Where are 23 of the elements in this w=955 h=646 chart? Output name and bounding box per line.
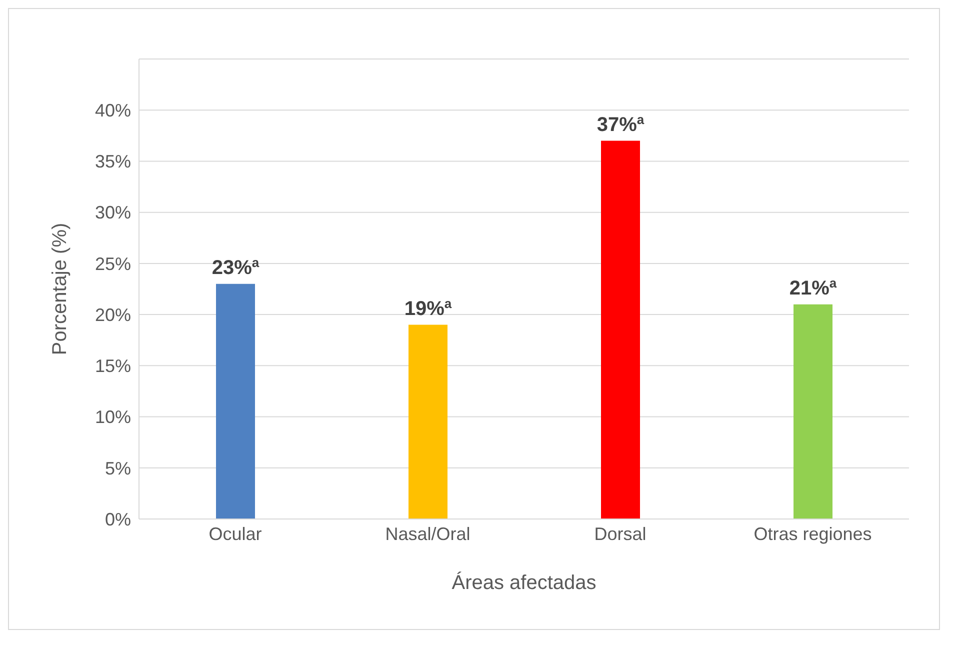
bar: [601, 140, 640, 519]
y-tick-label: 10%: [94, 407, 131, 428]
data-label: 21%$^{a}$: [789, 274, 838, 300]
y-tick-label: 20%: [94, 304, 131, 325]
y-tick-label: 40%: [94, 100, 131, 120]
bar: [408, 324, 448, 519]
y-tick-label: 35%: [94, 152, 131, 172]
x-tick-label: Otras regiones: [754, 524, 872, 544]
x-tick-label: Dorsal: [594, 524, 646, 544]
y-tick-label: 25%: [94, 254, 131, 274]
x-axis-title: Áreas afectadas: [452, 571, 596, 594]
data-label: 19%$^{a}$: [404, 295, 452, 320]
y-axis-title: Porcentaje (%): [49, 222, 72, 356]
data-label: 37%$^{a}$: [596, 111, 645, 136]
y-tick-label: 15%: [94, 356, 131, 376]
y-tick-label: 5%: [104, 458, 131, 478]
x-tick-label: Ocular: [208, 524, 262, 544]
bar: [216, 284, 255, 519]
y-tick-label: 0%: [104, 509, 131, 530]
y-tick-label: 30%: [94, 202, 131, 223]
bar: [794, 304, 832, 519]
data-label: 23%$^{a}$: [212, 254, 260, 279]
x-tick-label: Nasal/Oral: [385, 524, 470, 544]
